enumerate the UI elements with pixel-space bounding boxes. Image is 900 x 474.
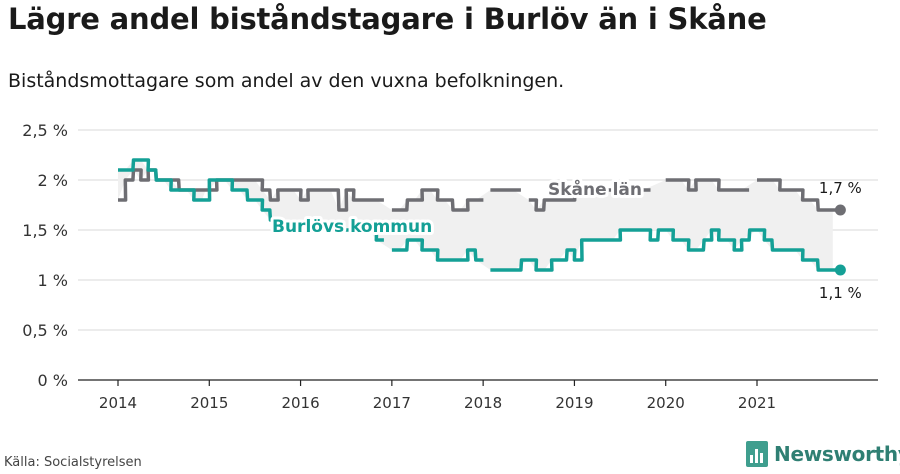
chart-title: Lägre andel biståndstagare i Burlöv än i…	[8, 2, 767, 36]
x-tick-label: 2021	[738, 394, 776, 412]
x-tick-label: 2016	[281, 394, 319, 412]
source-note: Källa: Socialstyrelsen	[4, 455, 142, 470]
series-name-burlov: Burlövs kommun	[272, 217, 432, 237]
series-labels: 1,7 % 1,1 % Skåne län Burlövs kommun	[269, 175, 862, 302]
y-tick-label: 1,5 %	[22, 221, 68, 240]
series-name-skane: Skåne län	[548, 178, 642, 200]
difference-band	[118, 160, 833, 270]
y-tick-label: 1 %	[38, 271, 68, 290]
brand-name: Newsworthy	[774, 442, 900, 466]
end-label-burlov: 1,1 %	[819, 284, 862, 302]
y-tick-label: 0,5 %	[22, 321, 68, 340]
x-tick-label: 2017	[373, 394, 411, 412]
end-point-skane	[834, 204, 846, 216]
x-tick-label: 2018	[464, 394, 502, 412]
series-lines	[118, 158, 841, 272]
x-tick-label: 2015	[190, 394, 228, 412]
y-axis: 0 % 0,5 % 1 % 1,5 % 2 % 2,5 %	[22, 121, 68, 390]
x-axis: 2014 2015 2016 2017 2018 2019 2020 2021	[78, 379, 878, 412]
series-line-burlov	[118, 158, 841, 272]
series-line-skane	[118, 168, 841, 212]
chart-subtitle: Biståndsmottagare som andel av den vuxna…	[8, 70, 565, 92]
brand-logo: Newsworthy	[746, 441, 900, 467]
x-tick-label: 2014	[99, 394, 137, 412]
x-tick-label: 2020	[647, 394, 685, 412]
x-tick-label: 2019	[555, 394, 593, 412]
end-point-burlov	[834, 264, 846, 276]
y-tick-label: 2,5 %	[22, 121, 68, 140]
end-label-skane: 1,7 %	[819, 179, 862, 197]
y-tick-label: 0 %	[38, 371, 68, 390]
y-tick-label: 2 %	[38, 171, 68, 190]
newsworthy-icon	[746, 441, 768, 467]
band-area	[118, 160, 833, 270]
